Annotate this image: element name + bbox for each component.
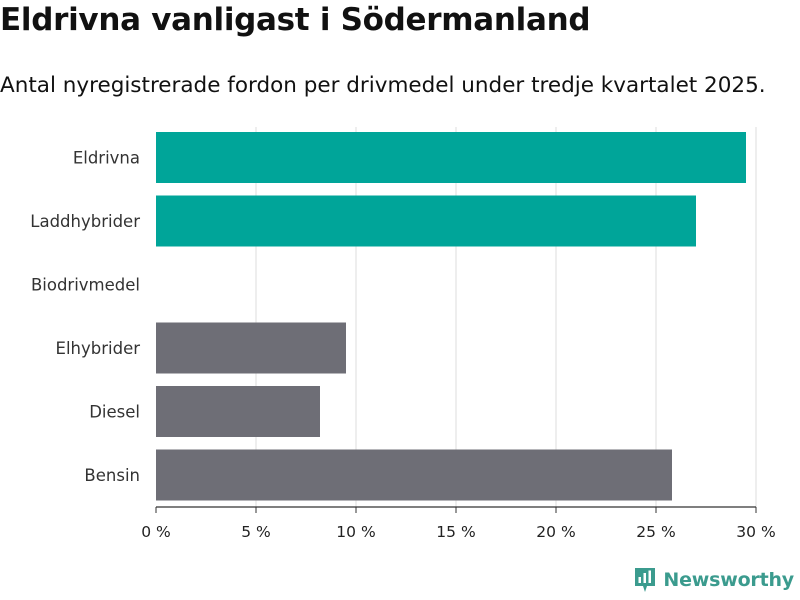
x-tick-label: 10 %: [336, 523, 375, 541]
category-labels: Eldrivna Laddhybrider Biodrivmedel Elhybrid…: [30, 149, 140, 486]
bar: [156, 386, 320, 437]
chart-title: Eldrivna vanligast i Södermanland: [0, 2, 591, 38]
brand-logo: Newsworthy: [633, 566, 794, 594]
bar: [156, 449, 672, 501]
x-tick-label: 5 %: [241, 523, 271, 541]
newsworthy-logo-icon: [635, 568, 656, 592]
bar: [156, 132, 746, 183]
category-label: Elhybrider: [56, 339, 141, 358]
x-tick-label: 25 %: [636, 523, 675, 541]
category-label: Eldrivna: [73, 149, 140, 168]
x-tick-label: 0 %: [141, 523, 171, 541]
category-label: Laddhybrider: [30, 212, 140, 231]
bar: [156, 322, 346, 374]
x-axis: 0 % 5 % 10 % 15 % 20 % 25 % 30 %: [141, 506, 776, 541]
category-label: Bensin: [84, 466, 140, 485]
gridlines: [255, 127, 757, 507]
x-tick-label: 15 %: [436, 523, 475, 541]
x-tick-label: 30 %: [736, 523, 775, 541]
bars: [156, 132, 746, 501]
chart-subtitle: Antal nyregistrerade fordon per drivmede…: [0, 73, 766, 98]
x-tick-label: 20 %: [536, 523, 575, 541]
category-label: Diesel: [89, 403, 140, 422]
brand-name: Newsworthy: [663, 569, 794, 591]
bar: [156, 195, 696, 247]
category-label: Biodrivmedel: [31, 276, 140, 295]
